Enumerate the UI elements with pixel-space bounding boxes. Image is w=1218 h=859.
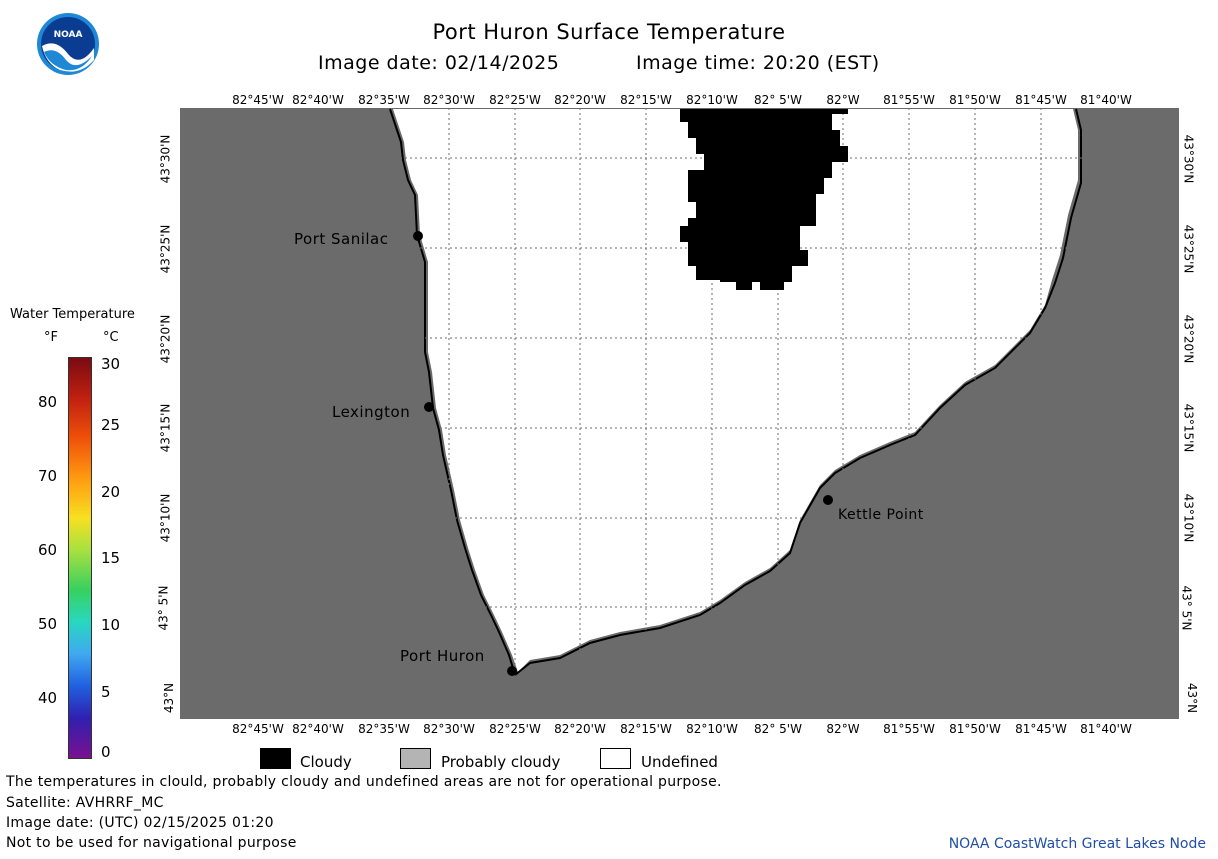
city-dot-port-huron (507, 666, 517, 676)
c-tick: 0 (101, 743, 111, 761)
city-dot-kettle-point (823, 495, 833, 505)
city-dot-lexington (424, 402, 434, 412)
lat-label: 43°N (162, 682, 177, 714)
lat-label: 43° 5'N (1179, 585, 1194, 631)
lat-label: 43°30'N (1181, 134, 1196, 184)
credit-link[interactable]: NOAA CoastWatch Great Lakes Node (948, 836, 1206, 852)
lon-label: 82°10'W (686, 93, 738, 107)
lon-label: 82°25'W (489, 93, 541, 107)
lat-label: 43°25'N (1181, 224, 1196, 274)
lat-label: 43°20'N (1181, 314, 1196, 364)
cloudy-label: Cloudy (300, 753, 352, 771)
lon-label: 82°15'W (620, 722, 672, 736)
f-tick: 40 (38, 689, 58, 707)
noaa-logo-icon: NOAA (37, 13, 99, 75)
f-tick: 50 (38, 615, 58, 633)
footer-utc-date: Image date: (UTC) 02/15/2025 01:20 (6, 815, 274, 831)
cloud-area (680, 109, 848, 290)
probably-cloudy-label: Probably cloudy (441, 753, 561, 771)
city-label-port-sanilac: Port Sanilac (294, 230, 389, 248)
lon-label: 82° 5'W (754, 722, 802, 736)
image-date: Image date: 02/14/2025 (318, 52, 560, 74)
city-label-lexington: Lexington (332, 403, 411, 421)
lat-label: 43°15'N (1181, 403, 1196, 453)
f-tick: 70 (38, 467, 58, 485)
c-tick: 5 (101, 683, 111, 701)
image-time: Image time: 20:20 (EST) (636, 52, 880, 74)
city-dot-port-sanilac (413, 231, 423, 241)
coastline-east (514, 108, 1082, 676)
lon-label: 81°55'W (883, 93, 935, 107)
probably-cloudy-swatch (400, 748, 431, 769)
city-label-port-huron: Port Huron (400, 647, 485, 665)
coastline-west (389, 108, 516, 676)
lon-label: 82°W (826, 93, 860, 107)
lon-label: 82°20'W (554, 722, 606, 736)
graticule (180, 108, 1179, 719)
c-tick: 20 (101, 483, 121, 501)
lon-label: 82°W (826, 722, 860, 736)
lat-label: 43°10'N (158, 493, 173, 543)
lon-label: 82°15'W (620, 93, 672, 107)
lon-label: 82°35'W (358, 93, 410, 107)
undefined-label: Undefined (641, 753, 718, 771)
color-bar (68, 357, 92, 759)
lon-label: 81°40'W (1080, 722, 1132, 736)
lon-label: 82°35'W (358, 722, 410, 736)
lat-label: 43°30'N (158, 134, 173, 184)
lon-label: 81°50'W (949, 722, 1001, 736)
footer-navigation-note: Not to be used for navigational purpose (6, 835, 297, 851)
lon-label: 82°45'W (232, 722, 284, 736)
lon-label: 82°10'W (686, 722, 738, 736)
lon-label: 82°30'W (423, 93, 475, 107)
f-tick: 60 (38, 541, 58, 559)
lon-label: 82°20'W (554, 93, 606, 107)
lat-label: 43°10'N (1181, 493, 1196, 543)
lon-label: 81°50'W (949, 93, 1001, 107)
lat-label: 43°N (1185, 682, 1200, 714)
c-tick: 10 (101, 616, 121, 634)
footer-disclaimer: The temperatures in clould, probably clo… (6, 774, 722, 790)
lat-label: 43°15'N (158, 403, 173, 453)
c-tick: 15 (101, 549, 121, 567)
lon-label: 82°25'W (489, 722, 541, 736)
lake-area (393, 109, 1078, 672)
lon-label: 82°45'W (232, 93, 284, 107)
page-title: Port Huron Surface Temperature (432, 20, 786, 44)
c-tick: 30 (101, 355, 121, 373)
legend-title: Water Temperature (10, 307, 135, 322)
legend-unit-c: °C (103, 330, 119, 345)
lat-label: 43°20'N (158, 314, 173, 364)
undefined-swatch (600, 748, 631, 769)
lon-label: 81°45'W (1015, 93, 1067, 107)
lon-label: 82° 5'W (754, 93, 802, 107)
footer-satellite: Satellite: AVHRRF_MC (6, 795, 164, 811)
lon-label: 82°30'W (423, 722, 475, 736)
lat-label: 43° 5'N (156, 585, 171, 631)
f-tick: 80 (38, 393, 58, 411)
lon-label: 81°40'W (1080, 93, 1132, 107)
c-tick: 25 (101, 416, 121, 434)
map-panel (180, 108, 1179, 719)
cloudy-swatch (260, 748, 291, 769)
lat-label: 43°25'N (158, 224, 173, 274)
city-label-kettle-point: Kettle Point (838, 507, 924, 523)
legend-unit-f: °F (44, 330, 58, 345)
lon-label: 81°45'W (1015, 722, 1067, 736)
lon-label: 82°40'W (292, 93, 344, 107)
lon-label: 82°40'W (292, 722, 344, 736)
logo-text: NOAA (54, 30, 83, 40)
lon-label: 81°55'W (883, 722, 935, 736)
noaa-logo: NOAA (36, 12, 100, 76)
